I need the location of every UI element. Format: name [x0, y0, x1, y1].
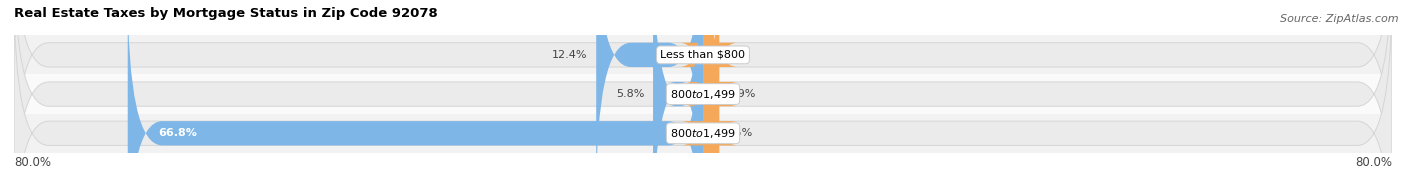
Text: 80.0%: 80.0% [14, 156, 51, 169]
Bar [14, 35, 1392, 74]
FancyBboxPatch shape [652, 0, 703, 196]
Text: 5.8%: 5.8% [616, 89, 644, 99]
Text: $800 to $1,499: $800 to $1,499 [671, 88, 735, 101]
FancyBboxPatch shape [685, 0, 738, 196]
Text: 1.5%: 1.5% [724, 128, 752, 138]
Text: 12.4%: 12.4% [553, 50, 588, 60]
FancyBboxPatch shape [596, 0, 703, 196]
Bar [14, 74, 1392, 114]
FancyBboxPatch shape [14, 0, 1392, 196]
Text: 1.3%: 1.3% [723, 50, 751, 60]
FancyBboxPatch shape [679, 0, 738, 196]
FancyBboxPatch shape [682, 0, 738, 196]
FancyBboxPatch shape [14, 0, 1392, 196]
Text: Real Estate Taxes by Mortgage Status in Zip Code 92078: Real Estate Taxes by Mortgage Status in … [14, 7, 437, 20]
Text: $800 to $1,499: $800 to $1,499 [671, 127, 735, 140]
FancyBboxPatch shape [14, 0, 1392, 196]
Text: 66.8%: 66.8% [157, 128, 197, 138]
Text: 80.0%: 80.0% [1355, 156, 1392, 169]
Text: Less than $800: Less than $800 [661, 50, 745, 60]
FancyBboxPatch shape [128, 0, 703, 196]
Text: 1.9%: 1.9% [728, 89, 756, 99]
Text: Source: ZipAtlas.com: Source: ZipAtlas.com [1281, 14, 1399, 24]
Bar [14, 114, 1392, 153]
